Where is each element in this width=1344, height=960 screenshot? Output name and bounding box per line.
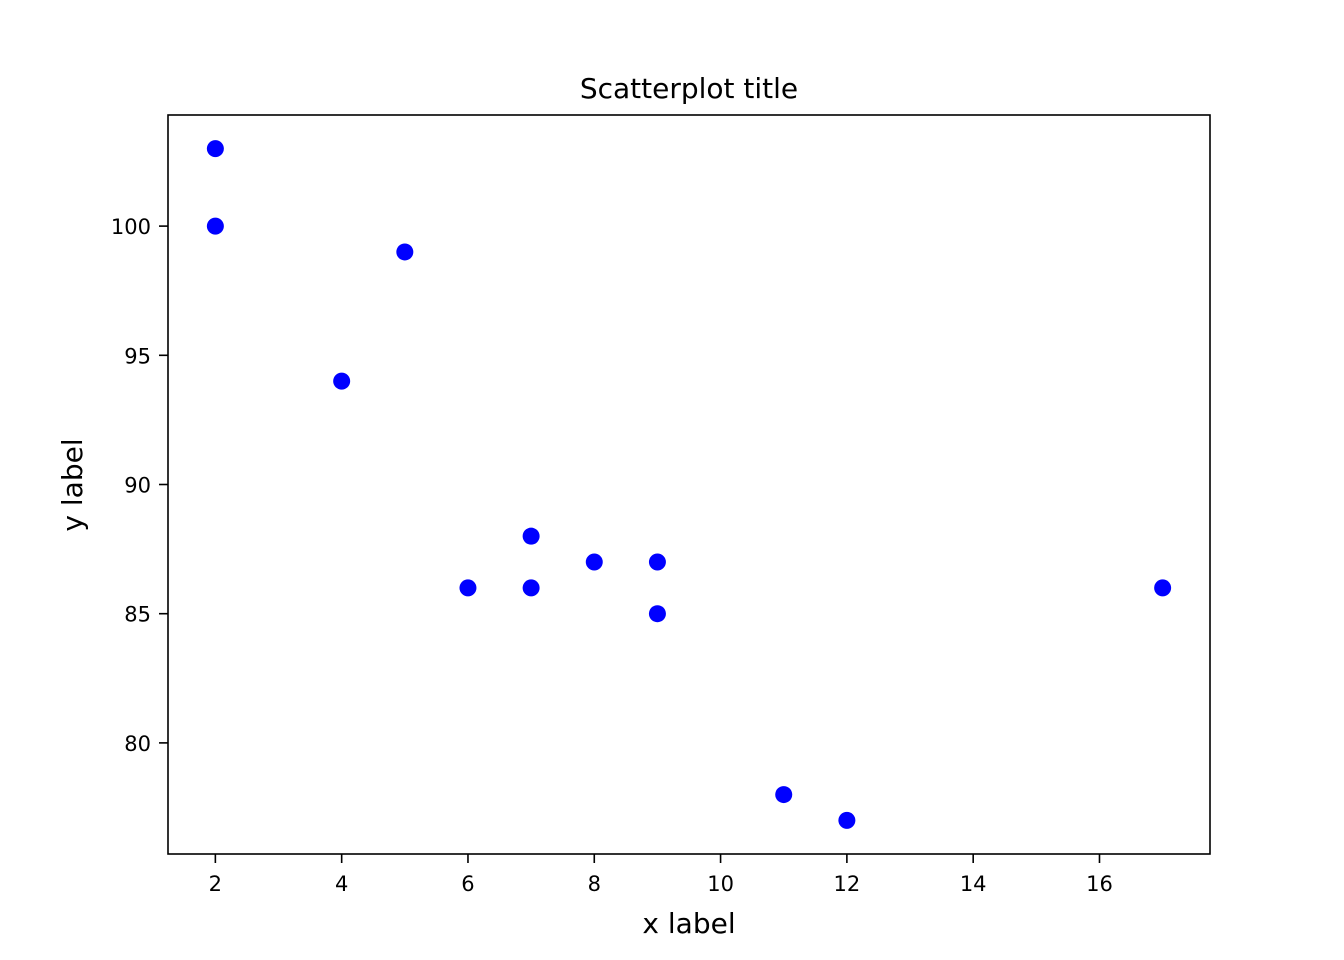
data-point xyxy=(206,140,224,158)
data-point xyxy=(648,553,666,571)
x-tick-label: 12 xyxy=(834,872,861,896)
x-tick-label: 8 xyxy=(588,872,601,896)
x-axis-label: x label xyxy=(642,907,735,940)
y-axis-label: y label xyxy=(56,438,89,531)
x-tick-label: 4 xyxy=(335,872,348,896)
y-tick-label: 95 xyxy=(124,344,151,368)
y-tick-label: 90 xyxy=(124,474,151,498)
x-tick-label: 6 xyxy=(461,872,474,896)
data-point xyxy=(1154,579,1172,597)
x-tick-label: 10 xyxy=(707,872,734,896)
y-tick-label: 80 xyxy=(124,732,151,756)
data-points xyxy=(206,140,1172,829)
data-point xyxy=(648,605,666,623)
data-point xyxy=(522,527,540,545)
x-tick-label: 14 xyxy=(960,872,987,896)
data-point xyxy=(206,217,224,235)
x-tick-label: 2 xyxy=(209,872,222,896)
data-point xyxy=(585,553,603,571)
data-point xyxy=(522,579,540,597)
y-axis-ticks: 80 85 90 95 100 xyxy=(111,215,168,756)
y-tick-label: 85 xyxy=(124,603,151,627)
data-point xyxy=(396,243,414,261)
x-axis-ticks: 2 4 6 8 10 12 14 16 xyxy=(209,854,1113,896)
x-tick-label: 16 xyxy=(1086,872,1113,896)
data-point xyxy=(333,372,351,390)
chart-title: Scatterplot title xyxy=(580,72,798,105)
data-point xyxy=(775,786,793,804)
data-point xyxy=(459,579,477,597)
plot-area-frame xyxy=(167,114,1211,855)
y-tick-label: 100 xyxy=(111,215,151,239)
data-point xyxy=(838,811,856,829)
